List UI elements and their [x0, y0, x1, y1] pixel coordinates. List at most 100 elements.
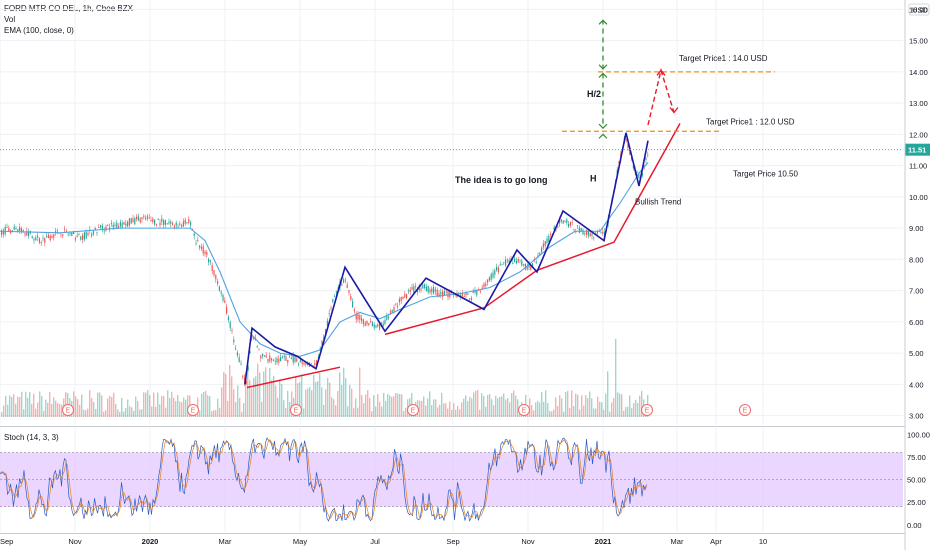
volume-bar — [585, 395, 587, 417]
stoch-band — [0, 452, 903, 507]
candle-body — [330, 307, 332, 309]
candle-body — [386, 315, 388, 321]
candle-body — [83, 232, 85, 240]
volume-bar — [305, 389, 307, 417]
candle-body — [60, 234, 62, 236]
candle-body — [6, 227, 8, 228]
overlays: Target Price1 : 14.0 USD Target Price1 : … — [0, 19, 903, 416]
volume-bar — [509, 402, 511, 417]
candle-body — [35, 237, 37, 241]
candle-body — [361, 318, 363, 321]
candle-body — [523, 264, 525, 266]
candle-body — [316, 360, 318, 365]
candle-body — [143, 216, 145, 218]
volume-bar — [233, 389, 235, 417]
candle-body — [391, 309, 393, 313]
volume-bar — [451, 409, 453, 417]
candle-body — [163, 220, 165, 225]
volume-bar — [199, 410, 201, 417]
candle-body — [359, 315, 361, 320]
volume-bar — [471, 398, 473, 417]
volume-bar — [281, 384, 283, 417]
candle-body — [112, 224, 114, 228]
candle-body — [395, 303, 397, 305]
volume-bar — [53, 397, 55, 417]
earnings-marker-label: E — [294, 408, 299, 415]
volume-bar — [175, 401, 177, 417]
volume-bar — [33, 393, 35, 417]
candle-body — [24, 233, 26, 235]
candle-body — [645, 158, 647, 161]
time-tick-label: Sep — [446, 537, 459, 546]
stoch-d-line — [0, 439, 647, 521]
candle-body — [209, 260, 211, 263]
volume-bar — [107, 398, 109, 417]
volume-bar — [121, 397, 123, 417]
candle-body — [40, 242, 42, 244]
candle-body — [483, 283, 485, 288]
volume-bar — [387, 393, 389, 417]
volume-bar — [297, 383, 299, 417]
candle-body — [420, 288, 422, 291]
volume-bar — [165, 407, 167, 417]
candle-body — [256, 346, 258, 348]
candle-body — [238, 357, 240, 362]
volume-bar — [399, 394, 401, 417]
volume-bar — [371, 411, 373, 417]
candle-body — [564, 220, 566, 222]
volume-bar — [151, 406, 153, 417]
candle-body — [539, 253, 541, 255]
volume-bar — [517, 399, 519, 417]
volume-bar — [277, 397, 279, 417]
candle-body — [436, 289, 438, 296]
candle-body — [503, 262, 505, 263]
candle-body — [233, 339, 235, 343]
annotation-label: Target Price1 : 14.0 USD — [679, 54, 768, 63]
candle-body — [157, 218, 159, 220]
annotation-label: Target Price1 : 12.0 USD — [706, 117, 795, 126]
volume-bar — [595, 408, 597, 417]
candle-body — [188, 219, 190, 223]
candle-body — [586, 229, 588, 235]
candle-body — [154, 219, 156, 225]
volume-bar — [389, 395, 391, 417]
candle-body — [431, 288, 433, 293]
earnings-marker — [518, 404, 530, 416]
volume-bar — [631, 408, 633, 417]
candle-body — [118, 226, 120, 229]
candle-body — [20, 228, 22, 232]
volume-bar — [443, 403, 445, 417]
volume-bar — [635, 399, 637, 417]
volume-bar — [109, 395, 111, 417]
volume-bar — [163, 396, 165, 417]
volume-bar — [515, 395, 517, 417]
candle-body — [218, 286, 220, 291]
candle-body — [26, 230, 28, 236]
candle-body — [175, 222, 177, 226]
volume-bar — [139, 409, 141, 417]
volume-bar — [93, 401, 95, 417]
candle-body — [566, 219, 568, 223]
volume-bar — [257, 363, 259, 417]
candle-body — [274, 361, 276, 362]
volume-bar — [283, 400, 285, 417]
candle-body — [411, 287, 413, 290]
volume-bar — [23, 409, 25, 417]
volume-bar — [133, 410, 135, 417]
candle-body — [101, 225, 103, 229]
volume-bar — [127, 399, 129, 417]
candle-body — [625, 139, 627, 141]
volume-bar — [251, 388, 253, 417]
candle-body — [71, 231, 73, 236]
volume-bar — [431, 405, 433, 417]
volume-bar — [253, 377, 255, 417]
candle-body — [4, 226, 6, 235]
candle-body — [267, 359, 269, 362]
candle-body — [224, 300, 226, 303]
candle-body — [94, 227, 96, 230]
volume-bar — [101, 395, 103, 417]
candle-body — [519, 259, 521, 261]
candle-body — [184, 219, 186, 224]
